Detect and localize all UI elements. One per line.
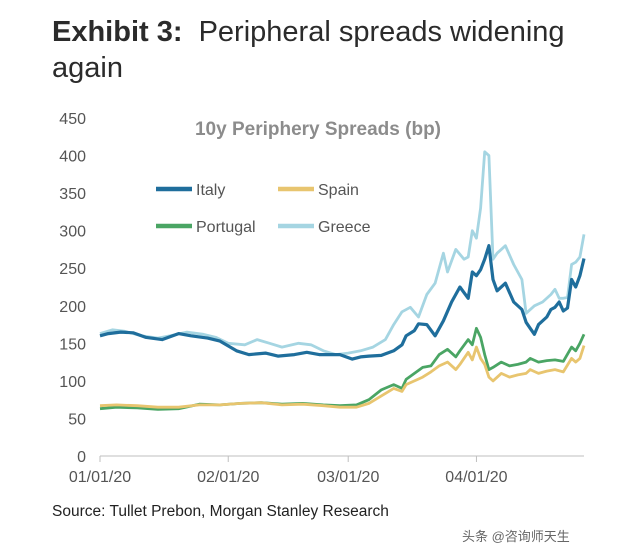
- source-note: Source: Tullet Prebon, Morgan Stanley Re…: [52, 503, 389, 520]
- series-line-spain: [99, 345, 586, 409]
- x-tick-label: 04/01/20: [445, 469, 507, 486]
- y-tick-label: 300: [59, 224, 86, 241]
- y-tick-label: 0: [77, 449, 86, 466]
- series-lines: [99, 150, 586, 411]
- legend-label-spain: Spain: [318, 182, 359, 199]
- y-tick-label: 50: [68, 411, 86, 428]
- x-tick-label: 03/01/20: [317, 469, 379, 486]
- y-tick-label: 250: [59, 261, 86, 278]
- exhibit-heading: Exhibit 3: Peripheral spreads widening a…: [52, 14, 612, 86]
- exhibit-label: Exhibit 3:: [52, 16, 183, 48]
- watermark-text: 头条 @咨询师天生: [462, 529, 570, 544]
- chart-title: 10y Periphery Spreads (bp): [195, 119, 441, 140]
- legend: Italy Spain Portugal Greece: [156, 182, 371, 236]
- x-tick-label: 02/01/20: [197, 469, 259, 486]
- y-tick-label: 200: [59, 299, 86, 316]
- series-line-portugal: [99, 326, 586, 411]
- legend-label-italy: Italy: [196, 182, 225, 199]
- series-line-italy: [99, 244, 586, 361]
- exhibit-title: Peripheral spreads widening again: [52, 16, 565, 84]
- y-axis: 0 50 100 150 200 250 300 350 400 450: [59, 111, 86, 466]
- x-axis: 01/01/20 02/01/20 03/01/20 04/01/20: [69, 455, 584, 486]
- y-tick-label: 100: [59, 374, 86, 391]
- x-tick-label: 01/01/20: [69, 469, 131, 486]
- legend-label-portugal: Portugal: [196, 219, 256, 236]
- y-tick-label: 150: [59, 336, 86, 353]
- y-tick-label: 450: [59, 111, 86, 128]
- legend-label-greece: Greece: [318, 219, 371, 236]
- series-line-greece: [99, 150, 586, 356]
- spreads-chart: 0 50 100 150 200 250 300 350 400 450 01/01/20 02/0…: [59, 111, 586, 486]
- y-tick-label: 350: [59, 186, 86, 203]
- y-tick-label: 400: [59, 149, 86, 166]
